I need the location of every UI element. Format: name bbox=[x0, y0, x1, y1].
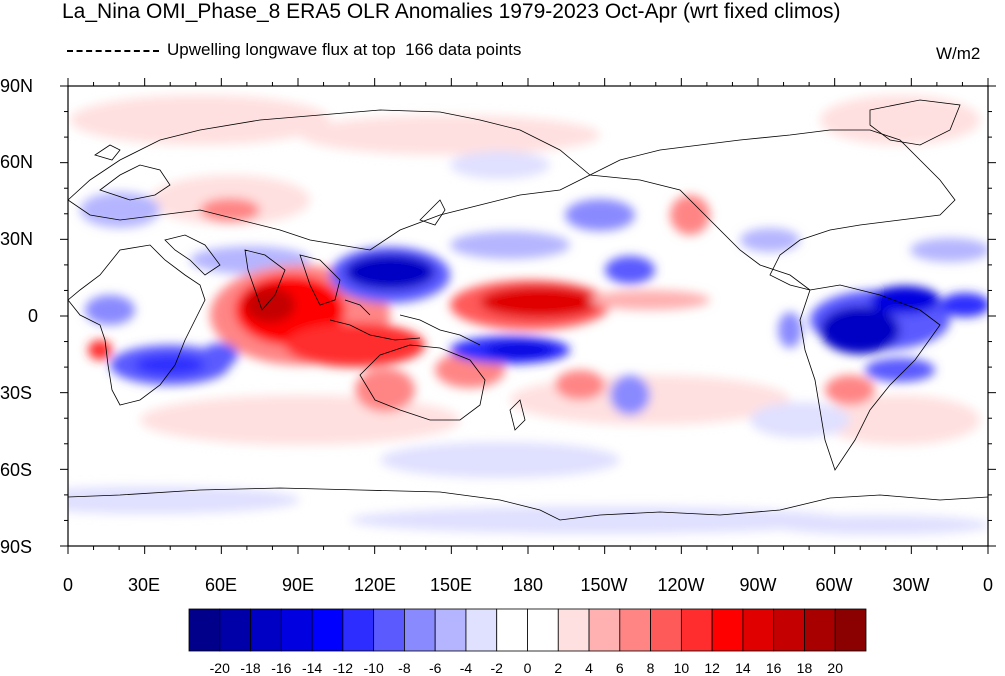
series-legend: Upwelling longwave flux at top 166 data … bbox=[67, 40, 521, 60]
colorbar-tick-label: 12 bbox=[704, 660, 720, 676]
colorbar-tick-label: 18 bbox=[796, 660, 813, 676]
lat-label-30s: 30S bbox=[0, 383, 33, 403]
colorbar-box bbox=[557, 608, 590, 652]
lon-label-0-east: 0 bbox=[982, 575, 994, 595]
colorbar-tick-label: -16 bbox=[271, 660, 292, 676]
colorbar-box bbox=[588, 608, 621, 652]
colorbar-box bbox=[742, 608, 775, 652]
colorbar-tick-label: 20 bbox=[827, 660, 844, 676]
lat-label-90s: 90S bbox=[0, 537, 33, 557]
colorbar-box bbox=[219, 608, 251, 652]
colorbar-tick-label: 14 bbox=[735, 660, 751, 676]
lon-label-120w: 120W bbox=[657, 575, 705, 595]
colorbar-box bbox=[496, 608, 528, 652]
lon-label-30e: 30E bbox=[127, 575, 161, 595]
lon-label-90w: 90W bbox=[739, 575, 777, 595]
colorbar-box bbox=[527, 608, 559, 652]
colorbar-box bbox=[804, 608, 836, 652]
units-label: W/m2 bbox=[936, 44, 981, 63]
colorbar-tick-label: 2 bbox=[554, 660, 563, 676]
colorbar-box bbox=[188, 608, 221, 652]
lon-label-180: 180 bbox=[512, 575, 544, 595]
colorbar-boxes bbox=[188, 608, 867, 652]
axis-ticks bbox=[60, 78, 996, 554]
colorbar-tick-label: -8 bbox=[398, 660, 411, 676]
colorbar-tick-label: 0 bbox=[523, 660, 532, 676]
colorbar-tick-label: 10 bbox=[673, 660, 690, 676]
lon-label-150e: 150E bbox=[429, 575, 473, 595]
colorbar-tick-label: 8 bbox=[646, 660, 655, 676]
colorbar-box bbox=[773, 608, 805, 652]
colorbar-box bbox=[834, 608, 867, 652]
colorbar-box bbox=[711, 608, 744, 652]
colorbar-tick-label: 16 bbox=[765, 660, 782, 676]
lon-label-150w: 150W bbox=[580, 575, 628, 595]
lon-label-90e: 90E bbox=[281, 575, 315, 595]
colorbar-box bbox=[680, 608, 713, 652]
colorbar-tick-label: -12 bbox=[332, 660, 353, 676]
colorbar-box bbox=[465, 608, 498, 652]
lon-label-30w: 30W bbox=[892, 575, 930, 595]
lat-label-90n: 90N bbox=[0, 76, 34, 96]
colorbar-box bbox=[619, 608, 651, 652]
dashed-line-swatch bbox=[67, 49, 159, 52]
lat-label-60s: 60S bbox=[0, 460, 33, 480]
lon-label-60e: 60E bbox=[204, 575, 238, 595]
colorbar-box bbox=[280, 608, 313, 652]
colorbar-box bbox=[434, 608, 467, 652]
colorbar-box bbox=[250, 608, 282, 652]
colorbar-tick-label: -10 bbox=[363, 660, 384, 676]
legend-line-label: Upwelling longwave flux at top bbox=[167, 40, 396, 59]
colorbar-box bbox=[311, 608, 344, 652]
colorbar-tick-label: -14 bbox=[301, 660, 323, 676]
lon-label-120e: 120E bbox=[353, 575, 397, 595]
chart-title: La_Nina OMI_Phase_8 ERA5 OLR Anomalies 1… bbox=[62, 0, 841, 23]
lon-label-60w: 60W bbox=[815, 575, 853, 595]
lat-label-60n: 60N bbox=[0, 152, 34, 172]
coastlines bbox=[68, 99, 988, 521]
colorbar-tick-label: -4 bbox=[459, 660, 473, 676]
lon-label-0: 0 bbox=[62, 575, 74, 595]
colorbar-box bbox=[650, 608, 682, 652]
lat-label-30n: 30N bbox=[0, 229, 34, 249]
colorbar-tick-label: 4 bbox=[585, 660, 593, 676]
colorbar-tick-label: -2 bbox=[490, 660, 503, 676]
lat-label-eq: 0 bbox=[28, 306, 39, 326]
colorbar-box bbox=[404, 608, 436, 652]
colorbar-tick-label: -18 bbox=[240, 660, 261, 676]
colorbar-tick-label: -6 bbox=[428, 660, 442, 676]
legend-count-label: 166 data points bbox=[405, 40, 522, 59]
colorbar-box bbox=[373, 608, 405, 652]
colorbar-box bbox=[342, 608, 375, 652]
colorbar-tick-label: -20 bbox=[209, 660, 230, 676]
colorbar-tick-label: 6 bbox=[615, 660, 624, 676]
